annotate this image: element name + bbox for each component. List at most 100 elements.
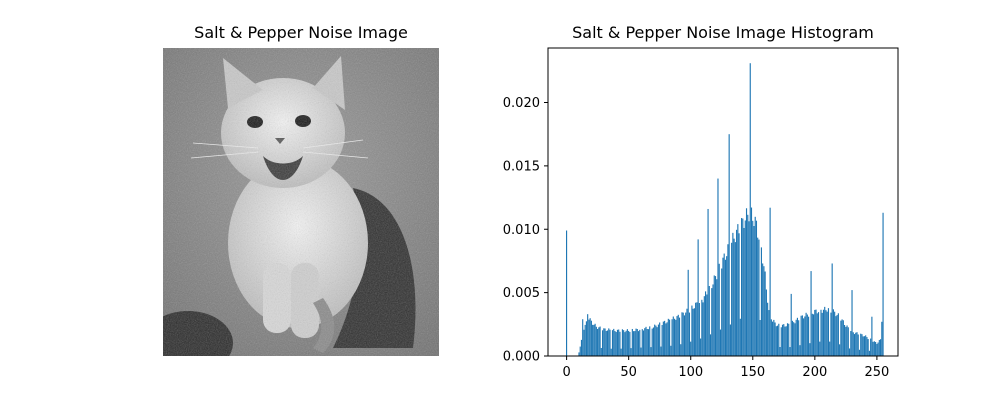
histogram-bar xyxy=(878,339,880,356)
histogram-bar xyxy=(634,331,636,356)
histogram-bar xyxy=(597,328,599,356)
histogram-bar xyxy=(806,314,808,356)
histogram-bar xyxy=(822,309,825,356)
histogram-bar xyxy=(852,332,854,356)
histogram-bar xyxy=(727,244,729,356)
histogram-bar xyxy=(788,323,790,356)
histogram-bar xyxy=(702,302,704,356)
histogram-bar xyxy=(834,311,836,356)
histogram-bar xyxy=(580,339,583,356)
histogram-bar xyxy=(583,329,585,356)
histogram-bar xyxy=(812,314,815,356)
histogram-bar xyxy=(672,316,674,356)
histogram-bar xyxy=(712,284,714,356)
y-tick-label: 0.015 xyxy=(503,159,540,174)
histogram-bar xyxy=(846,325,848,356)
histogram-bar xyxy=(789,347,791,356)
histogram-bar xyxy=(681,312,683,356)
histogram-bar xyxy=(790,293,792,356)
histogram-bar xyxy=(701,299,703,356)
histogram-bar xyxy=(736,229,738,356)
histogram-bar xyxy=(673,318,676,356)
histogram-bar xyxy=(670,345,672,356)
histogram-bar xyxy=(779,347,781,356)
histogram-bar xyxy=(877,342,879,356)
histogram-bar xyxy=(705,291,707,356)
histogram-bar xyxy=(623,330,625,356)
histogram-bar xyxy=(600,347,602,356)
histogram-bar xyxy=(795,319,797,356)
histogram-bar xyxy=(615,332,617,356)
histogram-bar xyxy=(801,315,803,356)
histogram-bar xyxy=(603,328,605,356)
histogram-bar xyxy=(752,220,754,356)
histogram-bar xyxy=(814,309,816,356)
histogram-bar xyxy=(687,269,689,356)
histogram-bar xyxy=(686,308,688,356)
histogram-bar xyxy=(640,347,642,356)
histogram-bar xyxy=(825,310,827,356)
histogram-bar xyxy=(799,345,801,356)
histogram-bar xyxy=(768,310,770,356)
histogram-bar xyxy=(741,218,743,356)
histogram-bar xyxy=(671,319,673,356)
histogram-bar xyxy=(566,230,568,356)
histogram-bar xyxy=(690,341,692,356)
histogram-bar xyxy=(578,352,580,356)
histogram-bar xyxy=(620,348,622,356)
histogram-bar xyxy=(651,328,653,356)
histogram-bar xyxy=(683,315,686,356)
image-title: Salt & Pepper Noise Image xyxy=(194,23,408,42)
histogram-bar xyxy=(748,221,750,356)
histogram-bar xyxy=(733,238,735,356)
histogram-bar xyxy=(624,332,626,356)
histogram-bar xyxy=(693,308,695,356)
histogram-bar xyxy=(875,341,877,356)
histogram-bar xyxy=(647,329,650,356)
histogram-bar xyxy=(708,286,710,356)
histogram-bar xyxy=(866,337,868,356)
histogram-bar xyxy=(851,290,853,356)
cat-photo-icon xyxy=(163,48,439,356)
histogram-bar xyxy=(660,346,662,356)
x-tick-label: 200 xyxy=(802,365,827,380)
histogram-bar xyxy=(760,247,762,356)
histogram-bar xyxy=(848,348,851,356)
histogram-bar xyxy=(765,289,767,356)
histogram-bar xyxy=(767,302,769,356)
histogram-bar xyxy=(784,326,786,356)
histogram-bar xyxy=(811,313,813,356)
histogram-bar xyxy=(707,208,709,356)
histogram-bar xyxy=(718,263,720,356)
histogram-bar xyxy=(785,326,787,356)
histogram-bar xyxy=(871,316,873,356)
histogram-bar xyxy=(585,321,587,356)
histogram-bar xyxy=(618,329,620,356)
histogram-bar xyxy=(593,324,595,356)
histogram-bar xyxy=(861,334,863,356)
histogram-bar xyxy=(747,214,749,356)
histogram-bar xyxy=(625,330,627,356)
histogram-bar xyxy=(636,329,638,356)
x-tick-label: 0 xyxy=(562,365,570,380)
histogram-bar xyxy=(703,296,705,356)
histogram-bar xyxy=(719,329,722,356)
y-tick-label: 0.020 xyxy=(503,96,540,111)
histogram-bar xyxy=(610,348,612,356)
histogram-bar xyxy=(872,341,874,356)
histogram-bar xyxy=(800,315,802,356)
histogram-bar xyxy=(614,331,616,356)
histogram-bar xyxy=(650,347,652,356)
histogram-bar xyxy=(646,328,648,356)
histogram-bar xyxy=(598,327,600,356)
histogram-bar xyxy=(817,312,820,356)
histogram-bar xyxy=(716,279,718,356)
histogram-bar xyxy=(853,334,856,356)
histogram-bar xyxy=(645,326,647,356)
histogram-bar xyxy=(678,317,681,356)
histogram-bar xyxy=(750,207,753,356)
histogram-bar xyxy=(675,319,677,356)
histogram-bar xyxy=(729,324,731,356)
histogram-bar xyxy=(764,271,766,356)
histogram-bar xyxy=(721,268,723,356)
